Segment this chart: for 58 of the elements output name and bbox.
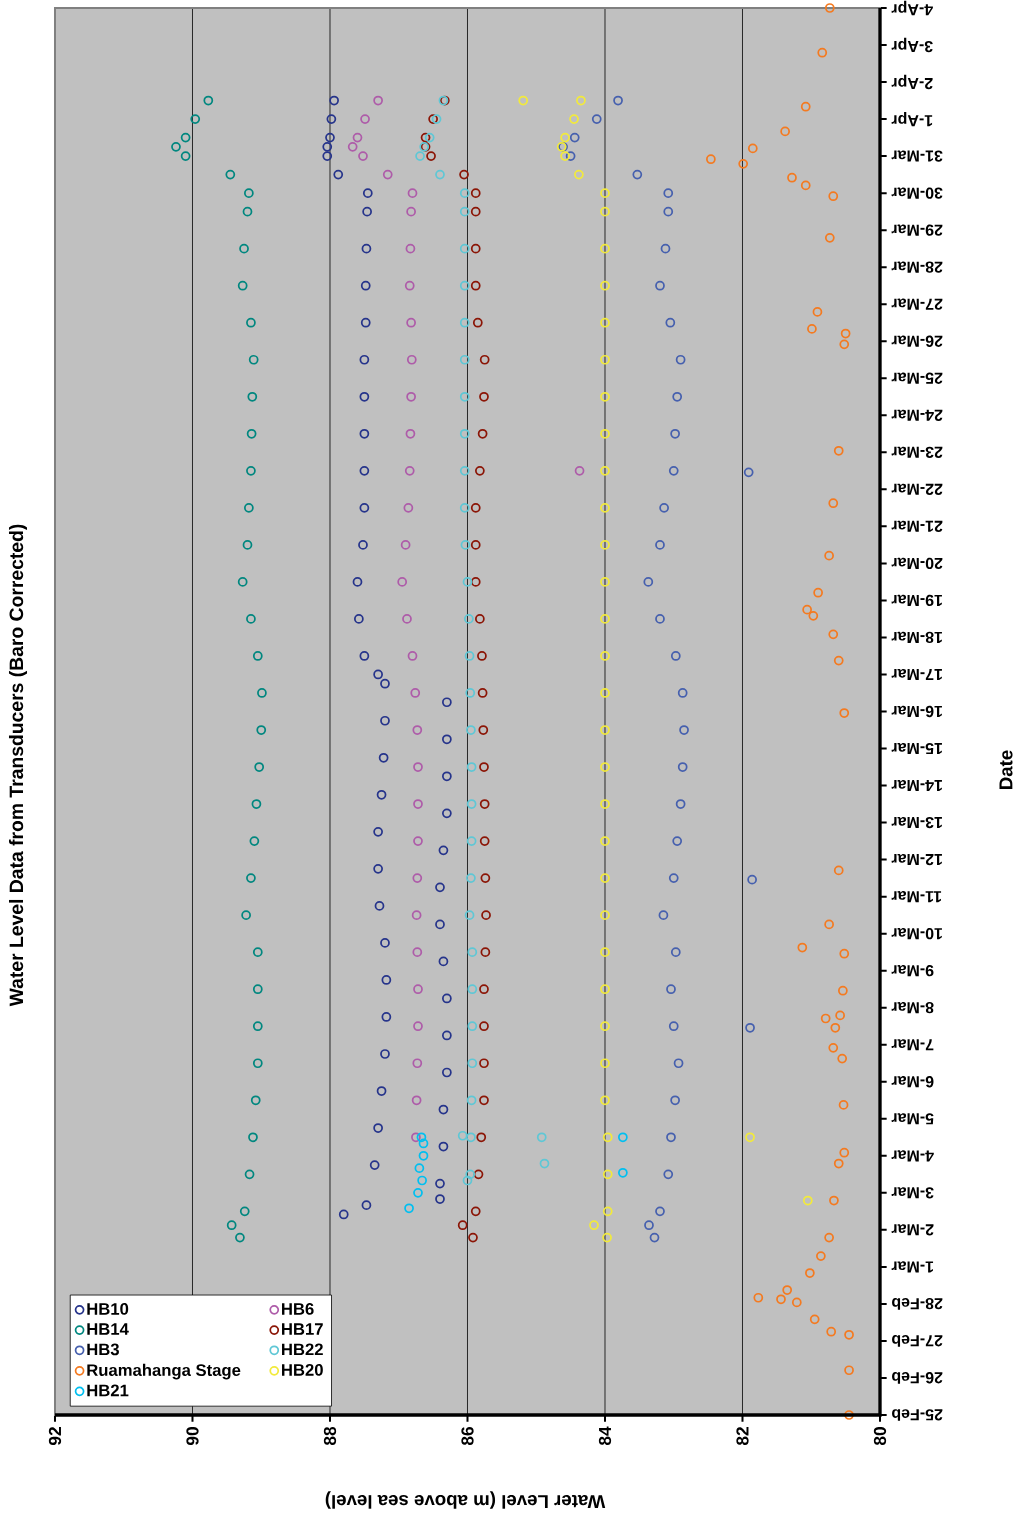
- y-tick-label: 3-Apr: [891, 37, 933, 53]
- y-tick-label: 9-Mar: [891, 965, 934, 977]
- y-tick-label: 30-Mar: [891, 187, 943, 199]
- y-axis-title: Date: [999, 750, 1013, 789]
- legend-label: HB14: [87, 1323, 129, 1335]
- y-tick-label: 15-Mar: [891, 742, 942, 755]
- y-tick-label: 10-Mar: [891, 928, 942, 940]
- y-tick-label: 1-Mar: [891, 1261, 934, 1273]
- x-tick-label: 84: [598, 1426, 612, 1446]
- y-tick-label: 25-Mar: [891, 372, 943, 384]
- y-tick-label: 1-Apr: [891, 111, 933, 127]
- y-tick-label: 29-Mar: [891, 224, 943, 236]
- x-tick-label: 82: [736, 1427, 749, 1446]
- y-tick-label: 28-Feb: [892, 1298, 943, 1310]
- y-tick-label: 27-Mar: [891, 298, 943, 310]
- y-tick-label: 20-Mar: [891, 557, 943, 570]
- y-tick-label: 31-Mar: [891, 150, 943, 162]
- y-tick-label: 22-Mar: [891, 483, 943, 495]
- y-tick-label: 21-Mar: [891, 520, 943, 533]
- y-tick-label: 18-Mar: [891, 631, 942, 644]
- x-tick-label: 86: [461, 1427, 474, 1446]
- y-tick-label: 5-Mar: [891, 1113, 934, 1125]
- legend-label: Ruamahanga Stage: [87, 1363, 241, 1380]
- legend-label: HB21: [87, 1384, 129, 1397]
- y-tick-label: 12-Mar: [891, 853, 942, 866]
- x-tick-label: 88: [323, 1426, 337, 1446]
- y-tick-label: 11-Mar: [891, 891, 942, 903]
- x-axis-title: Water Level (m above sea level): [325, 1491, 606, 1509]
- legend-label: HB10: [87, 1303, 129, 1315]
- y-tick-label: 27-Feb: [892, 1335, 943, 1347]
- y-tick-label: 24-Mar: [891, 409, 943, 421]
- x-tick-label: 92: [48, 1427, 62, 1446]
- y-tick-label: 6-Mar: [891, 1076, 934, 1088]
- legend-label: HB17: [282, 1323, 323, 1335]
- y-tick-label: 28-Mar: [891, 261, 943, 273]
- y-tick-label: 13-Mar: [891, 816, 942, 829]
- y-tick-label: 3-Mar: [891, 1187, 934, 1199]
- y-tick-label: 8-Mar: [891, 1002, 934, 1014]
- y-tick-label: 2-Apr: [891, 74, 933, 90]
- legend-label: HB20: [282, 1364, 323, 1376]
- x-tick-label: 90: [186, 1427, 199, 1446]
- y-tick-label: 14-Mar: [891, 779, 942, 792]
- x-tick-label: 80: [873, 1427, 887, 1446]
- text: Water Level Data from Transducers (Baro Corrected): [8, 524, 28, 1007]
- y-tick-label: 19-Mar: [891, 594, 942, 607]
- y-tick-label: 2-Mar: [891, 1224, 934, 1236]
- y-tick-label: 26-Mar: [891, 335, 943, 347]
- legend-label: HB6: [282, 1303, 314, 1315]
- legend-label: HB22: [282, 1343, 323, 1356]
- y-tick-label: 25-Feb: [892, 1409, 943, 1421]
- y-tick-label: 26-Feb: [892, 1372, 943, 1384]
- y-tick-label: 17-Mar: [891, 668, 942, 681]
- y-tick-label: 4-Mar: [891, 1150, 934, 1162]
- y-tick-label: 16-Mar: [891, 705, 942, 718]
- legend-label: HB3: [87, 1343, 119, 1356]
- y-tick-label: 4-Apr: [891, 0, 933, 16]
- y-tick-label: 7-Mar: [891, 1039, 934, 1051]
- y-tick-label: 23-Mar: [891, 446, 943, 458]
